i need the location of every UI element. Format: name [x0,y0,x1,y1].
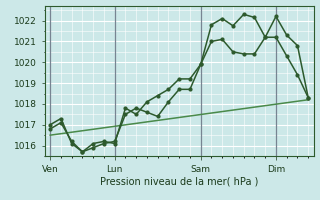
X-axis label: Pression niveau de la mer( hPa ): Pression niveau de la mer( hPa ) [100,177,258,187]
